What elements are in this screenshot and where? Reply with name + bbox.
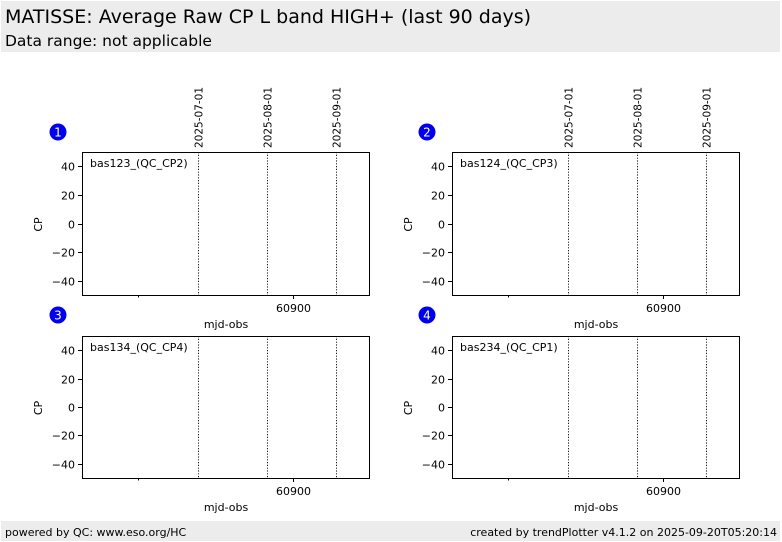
- series-label: bas234_(QC_CP1): [460, 341, 558, 354]
- y-tick-label: 40: [431, 345, 445, 358]
- y-tick-label: 40: [61, 345, 75, 358]
- page-subtitle: Data range: not applicable: [5, 32, 212, 50]
- panel-badge: [49, 306, 67, 324]
- page-title: MATISSE: Average Raw CP L band HIGH+ (la…: [5, 6, 532, 28]
- y-tick-label: −20: [52, 430, 75, 443]
- date-line-label: 2025-09-01: [702, 87, 714, 148]
- footer-bar: powered by QC: www.eso.org/HC created by…: [1, 521, 780, 541]
- series-label: bas124_(QC_CP3): [460, 157, 558, 170]
- panel-badge-number: 3: [54, 309, 62, 323]
- panel-badge-number: 1: [54, 126, 62, 140]
- y-tick-label: 20: [431, 374, 445, 387]
- y-tick-label: −40: [52, 459, 75, 472]
- y-tick-label: 0: [438, 402, 445, 415]
- footer-created-by: created by trendPlotter v4.1.2 on 2025-0…: [470, 526, 777, 539]
- panel-badge: [418, 306, 436, 324]
- series-label: bas123_(QC_CP2): [90, 157, 188, 170]
- y-tick-label: −40: [52, 276, 75, 289]
- x-axis-label: mjd-obs: [574, 501, 619, 514]
- panel-badge-number: 2: [423, 126, 431, 140]
- x-tick-label: 60900: [276, 485, 311, 498]
- chart-panel-1: 2025-07-01 2025-08-01 2025-09-01 40 20 0 −20 −4…: [32, 87, 370, 331]
- plot-frame: [452, 336, 740, 479]
- x-tick-label: 60900: [646, 485, 681, 498]
- y-tick-label: −20: [422, 247, 445, 260]
- date-line-label: 2025-07-01: [194, 87, 206, 148]
- chart-panel-3: 40 20 0 −20 −40 60900 mjd-obs CP bas134_(QC_CP4)…: [32, 306, 370, 514]
- header-bar: MATISSE: Average Raw CP L band HIGH+ (la…: [1, 1, 780, 52]
- chart-panel-2: 2025-07-01 2025-08-01 2025-09-01 40 20 0 −20 −4…: [402, 87, 740, 331]
- x-tick-label: 60900: [276, 302, 311, 315]
- x-axis-label: mjd-obs: [204, 318, 249, 331]
- panel-badge: [49, 123, 67, 141]
- y-tick-label: −40: [422, 459, 445, 472]
- y-axis-label: CP: [32, 400, 45, 415]
- y-axis-label: CP: [402, 400, 415, 415]
- plot-frame: [452, 152, 740, 296]
- y-tick-label: −20: [422, 430, 445, 443]
- panel-badge-number: 4: [423, 309, 431, 323]
- y-tick-label: −40: [422, 276, 445, 289]
- date-line-label: 2025-09-01: [332, 87, 344, 148]
- date-line-label: 2025-08-01: [633, 87, 645, 148]
- x-axis-label: mjd-obs: [574, 318, 619, 331]
- footer-powered-by: powered by QC: www.eso.org/HC: [5, 526, 187, 539]
- series-label: bas134_(QC_CP4): [90, 341, 188, 354]
- y-tick-label: 40: [61, 161, 75, 174]
- y-tick-label: 0: [438, 219, 445, 232]
- y-tick-label: 20: [61, 190, 75, 203]
- date-line-label: 2025-08-01: [263, 87, 275, 148]
- y-tick-label: 0: [68, 219, 75, 232]
- x-axis-label: mjd-obs: [204, 501, 249, 514]
- y-tick-label: −20: [52, 247, 75, 260]
- chart-panel-4: 40 20 0 −20 −40 60900 mjd-obs CP bas234_(QC_CP1)…: [402, 306, 740, 514]
- plot-frame: [82, 336, 370, 479]
- y-tick-label: 0: [68, 402, 75, 415]
- y-axis-label: CP: [402, 217, 415, 232]
- x-tick-label: 60900: [646, 302, 681, 315]
- y-axis-label: CP: [32, 217, 45, 232]
- panel-badge: [418, 123, 436, 141]
- plot-frame: [82, 152, 370, 296]
- y-tick-label: 20: [431, 190, 445, 203]
- y-tick-label: 20: [61, 374, 75, 387]
- date-line-label: 2025-07-01: [564, 87, 576, 148]
- y-tick-label: 40: [431, 161, 445, 174]
